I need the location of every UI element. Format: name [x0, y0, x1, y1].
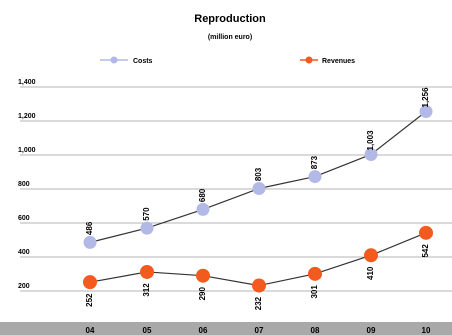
- data-point-revenues: [252, 278, 266, 293]
- data-point-revenues: [196, 268, 210, 283]
- plot-area: 486 570 680 803 873 1,003 1,256 252 312 290 232 301…: [83, 87, 433, 310]
- legend-item-revenues: Revenues: [300, 56, 355, 65]
- data-label-revenues: 290: [198, 286, 207, 300]
- data-label-costs: 803: [254, 167, 263, 181]
- data-point-revenues: [364, 248, 378, 263]
- data-label-revenues: 410: [366, 266, 375, 280]
- series-revenues: 252 312 290 232 301 410 542: [83, 225, 433, 310]
- data-point-costs: [419, 104, 433, 118]
- chart-subtitle: (million euro): [208, 34, 252, 41]
- legend-label-costs: Costs: [133, 58, 153, 65]
- x-tick-label: 10: [422, 326, 431, 335]
- data-point-costs: [252, 181, 266, 195]
- x-tick-label: 04: [86, 326, 95, 335]
- legend: Costs Revenues: [100, 56, 355, 65]
- x-axis-band: [0, 322, 452, 335]
- data-point-revenues: [419, 225, 433, 240]
- data-label-costs: 680: [198, 188, 207, 202]
- y-tick-label: 200: [18, 283, 30, 290]
- grid: [20, 86, 452, 292]
- y-tick-label: 1,000: [18, 147, 36, 154]
- data-label-revenues: 542: [421, 244, 430, 258]
- data-label-revenues: 312: [142, 283, 151, 297]
- data-point-costs: [364, 147, 378, 161]
- data-point-revenues: [308, 266, 322, 281]
- x-axis: 04 05 06 07 08 09 10: [86, 326, 431, 335]
- x-tick-label: 06: [199, 326, 208, 335]
- data-point-costs: [140, 221, 154, 235]
- y-tick-label: 400: [18, 249, 30, 256]
- data-point-costs: [83, 235, 97, 249]
- series-costs: 486 570 680 803 873 1,003 1,256: [83, 87, 433, 249]
- data-point-costs: [308, 170, 322, 184]
- legend-marker-revenues: [305, 56, 313, 64]
- y-tick-label: 1,200: [18, 113, 36, 120]
- data-label-revenues: 252: [85, 293, 94, 307]
- data-label-costs: 1,003: [366, 130, 375, 151]
- y-tick-label: 600: [18, 215, 30, 222]
- data-label-costs: 486: [85, 221, 94, 235]
- x-tick-label: 05: [143, 326, 152, 335]
- y-tick-label: 800: [18, 181, 30, 188]
- x-tick-label: 07: [255, 326, 264, 335]
- data-label-revenues: 232: [254, 296, 263, 310]
- data-label-costs: 570: [142, 207, 151, 221]
- x-tick-label: 09: [367, 326, 376, 335]
- data-label-costs: 1,256: [421, 87, 430, 108]
- data-point-revenues: [83, 275, 97, 290]
- chart-title: Reproduction: [194, 13, 266, 25]
- legend-item-costs: Costs: [100, 56, 153, 65]
- x-tick-label: 08: [311, 326, 320, 335]
- y-axis: 1,400 1,200 1,000 800 600 400 200: [18, 79, 36, 290]
- data-point-revenues: [140, 264, 154, 279]
- data-point-costs: [196, 202, 210, 216]
- legend-marker-costs: [110, 56, 118, 64]
- legend-label-revenues: Revenues: [322, 58, 355, 65]
- y-tick-label: 1,400: [18, 79, 36, 86]
- data-label-revenues: 301: [310, 285, 319, 299]
- data-label-costs: 873: [310, 155, 319, 169]
